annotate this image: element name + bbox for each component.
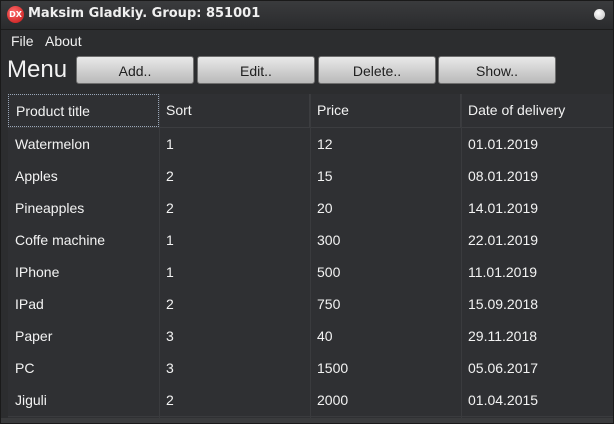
cell-price: 2000 [317,392,349,408]
cell-date-of-delivery: 15.09.2018 [468,296,539,312]
cell-price: 300 [317,232,341,248]
toolbar-heading: Menu [7,56,68,83]
cell-date-of-delivery: 01.04.2015 [468,392,539,408]
menu-file[interactable]: File [11,33,34,49]
column-divider [461,94,462,418]
cell-date-of-delivery: 14.01.2019 [468,200,539,216]
cell-price: 12 [317,136,333,152]
cell-product-title: Apples [15,168,58,184]
cell-sort: 1 [166,232,174,248]
cell-product-title: Paper [15,328,53,344]
app-logo-icon: DX [7,6,24,23]
add-button[interactable]: Add.. [76,56,194,84]
horizontal-scrollbar[interactable] [1,418,613,423]
cell-product-title: IPhone [15,264,60,280]
column-header-product-title[interactable]: Product title [8,94,159,127]
column-divider [159,94,160,418]
cell-sort: 1 [166,264,174,280]
cell-product-title: Coffe machine [15,232,106,248]
cell-product-title: IPad [15,296,44,312]
column-header-price[interactable]: Price [310,94,461,127]
cell-sort: 2 [166,296,174,312]
cell-product-title: Jiguli [15,392,47,408]
window-title: Maksim Gladkiy. Group: 851001 [28,6,261,21]
cell-price: 15 [317,168,333,184]
close-icon[interactable] [594,9,605,20]
cell-price: 1500 [317,360,349,376]
cell-date-of-delivery: 11.01.2019 [468,264,538,280]
cell-sort: 2 [166,200,174,216]
products-table[interactable]: Product title Sort Price Date of deliver… [8,94,613,418]
cell-price: 500 [317,264,341,280]
column-divider [310,94,311,418]
title-bar[interactable]: DX Maksim Gladkiy. Group: 851001 [1,1,613,30]
cell-date-of-delivery: 29.11.2018 [468,328,538,344]
cell-price: 20 [317,200,333,216]
cell-sort: 2 [166,168,174,184]
cell-price: 750 [317,296,341,312]
cell-date-of-delivery: 01.01.2019 [468,136,539,152]
cell-product-title: PC [15,360,35,376]
cell-sort: 1 [166,136,174,152]
edit-button[interactable]: Edit.. [197,56,315,84]
column-header-sort[interactable]: Sort [159,94,310,127]
cell-product-title: Watermelon [15,136,90,152]
column-header-date-of-delivery[interactable]: Date of delivery [468,102,566,118]
cell-price: 40 [317,328,333,344]
show-button[interactable]: Show.. [438,56,556,84]
cell-date-of-delivery: 08.01.2019 [468,168,539,184]
cell-date-of-delivery: 05.06.2017 [468,360,539,376]
delete-button[interactable]: Delete.. [318,56,436,84]
cell-date-of-delivery: 22.01.2019 [468,232,539,248]
menu-bar: File About [1,30,613,52]
cell-sort: 2 [166,392,174,408]
cell-sort: 3 [166,360,174,376]
menu-about[interactable]: About [45,33,82,49]
cell-product-title: Pineapples [15,200,85,216]
cell-sort: 3 [166,328,174,344]
